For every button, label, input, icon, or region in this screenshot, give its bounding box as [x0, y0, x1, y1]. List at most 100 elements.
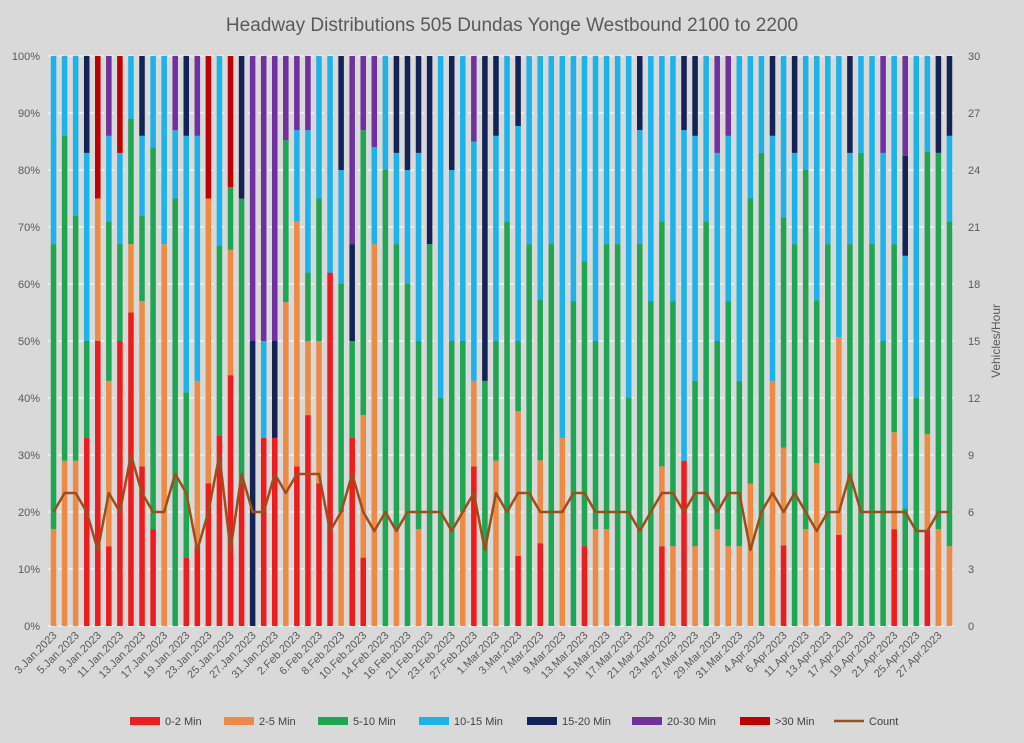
bar-segment [83, 341, 90, 438]
bar-segment [526, 56, 532, 245]
bar-segment [404, 170, 411, 284]
legend: 0-2 Min 2-5 Min 5-10 Min 10-15 Min 15-20 Min… [130, 716, 898, 728]
bar-segment [692, 546, 698, 626]
bar-segment [50, 529, 57, 626]
bar-segment [238, 56, 245, 199]
y2-tick-label: 0 [968, 621, 974, 633]
bar-segment [648, 301, 654, 626]
bar-segment [913, 56, 920, 398]
bar-segment [946, 221, 953, 547]
y2-tick-label: 18 [968, 279, 980, 291]
bar-segment [260, 437, 267, 626]
bar-segment [305, 56, 311, 131]
bar-segment [493, 135, 499, 341]
bar-segment [703, 221, 709, 627]
legend-swatch [419, 717, 449, 725]
bar-segment [360, 130, 367, 416]
bar-segment [404, 56, 411, 170]
bar-segment [50, 244, 57, 530]
y2-tick-label: 27 [968, 108, 980, 120]
bar-segment [780, 447, 787, 546]
bar-segment [670, 56, 676, 302]
bar-segment [460, 512, 466, 626]
bar-segment [581, 261, 588, 547]
bar-segment [880, 56, 886, 153]
bar-segment [404, 284, 411, 626]
bar-segment [194, 56, 201, 136]
bar-segment [758, 152, 765, 626]
bar-segment [581, 56, 588, 262]
bar-segment [106, 221, 112, 381]
bar-segment [847, 244, 853, 626]
y-tick-label: 30% [18, 450, 40, 462]
bar-segment [902, 255, 908, 509]
bar-segment [891, 244, 897, 433]
bar-segment [371, 244, 378, 626]
bar-segment [791, 244, 798, 626]
bar-segment [139, 135, 145, 216]
bar-segment [515, 126, 521, 341]
bar-segment [736, 546, 743, 626]
bar-segment [61, 56, 68, 136]
bar-segment [515, 56, 521, 126]
bar-segment [515, 411, 521, 556]
bar-segment [725, 301, 732, 547]
bar-segment [72, 460, 79, 626]
y-tick-label: 100% [12, 51, 40, 63]
bar-segment [714, 152, 720, 341]
bar-segment [360, 415, 367, 558]
bar-segment [128, 244, 134, 313]
bar-segment [703, 56, 709, 222]
y2-tick-label: 9 [968, 450, 974, 462]
bar-segment [813, 56, 820, 301]
bar-segment [714, 529, 720, 626]
legend-swatch [130, 717, 160, 725]
bar-segment [736, 380, 743, 547]
legend-label: >30 Min [775, 716, 814, 728]
bar-segment [415, 152, 422, 341]
y2-tick-label: 21 [968, 222, 980, 234]
bar-segment [736, 56, 743, 381]
bar-segment [880, 341, 886, 626]
bar-segment [183, 56, 190, 136]
bar-segment [791, 56, 798, 153]
legend-label: 0-2 Min [165, 716, 202, 728]
bar-segment [482, 380, 488, 626]
y-tick-label: 90% [18, 108, 40, 120]
bar-segment [869, 244, 875, 626]
y2-tick-label: 6 [968, 507, 974, 519]
bar-segment [836, 56, 842, 338]
bar-segment [493, 341, 499, 461]
bar-segment [493, 56, 499, 136]
bar-segment [72, 56, 79, 216]
bar-segment [769, 135, 776, 381]
bar-segment [603, 244, 610, 530]
bar-segment [61, 135, 68, 461]
bar-segment [825, 244, 831, 626]
bar-segment [338, 284, 344, 512]
y-tick-label: 40% [18, 393, 40, 405]
bar-segment [83, 152, 90, 341]
bar-segment [659, 56, 665, 222]
bar-segment [802, 56, 809, 170]
legend-label: 2-5 Min [259, 716, 296, 728]
bar-segment [426, 56, 433, 245]
y-tick-label: 50% [18, 336, 40, 348]
bar-segment [537, 299, 543, 461]
bar-segment [836, 534, 842, 626]
bar-segment [194, 380, 201, 547]
bar-segment [117, 244, 123, 341]
bar-segment [183, 392, 190, 558]
bar-segment [238, 483, 245, 626]
bar-segment [780, 56, 787, 218]
bar-segment [659, 546, 665, 626]
bar-segment [128, 56, 134, 119]
bar-segment [902, 155, 908, 256]
bar-segment [294, 466, 300, 626]
y2-tick-label: 3 [968, 564, 974, 576]
y-tick-label: 70% [18, 222, 40, 234]
bar-segment [338, 512, 344, 626]
bar-segment [194, 546, 201, 626]
bar-segment [813, 463, 820, 626]
bar-segment [216, 246, 223, 436]
